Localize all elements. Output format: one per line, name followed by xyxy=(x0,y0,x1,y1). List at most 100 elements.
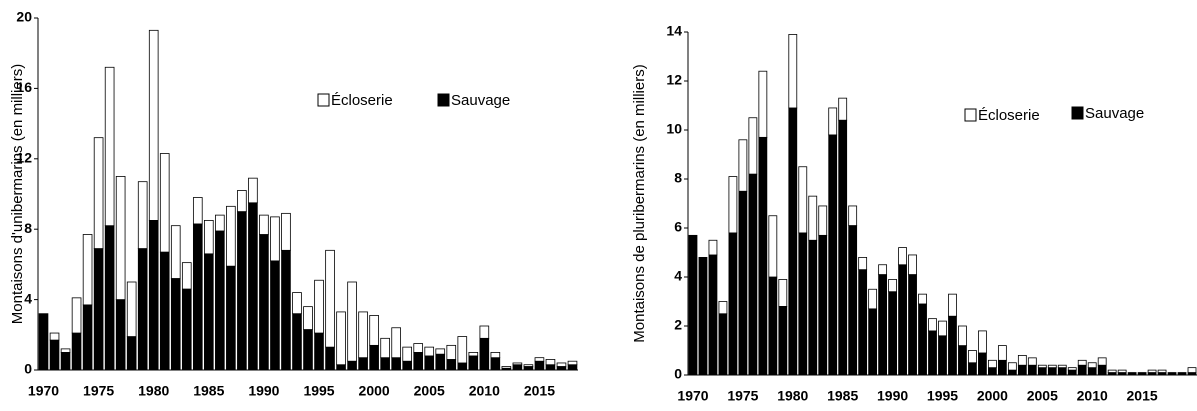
bar-segment xyxy=(215,230,225,371)
bar-segment xyxy=(204,219,214,255)
bar-segment xyxy=(728,232,738,376)
bar-segment xyxy=(1087,367,1097,376)
bar-segment xyxy=(997,345,1007,361)
bar-segment xyxy=(512,364,523,371)
bar-segment xyxy=(347,281,357,362)
y-tick-label: 14 xyxy=(666,23,682,39)
bar-segment xyxy=(170,225,181,279)
y-axis-label: Montaisons d'unibermarins (en milliers) xyxy=(9,64,26,324)
legend-label: Sauvage xyxy=(1085,105,1144,122)
bar-segment xyxy=(928,330,937,376)
bar-segment xyxy=(181,288,192,371)
bar-segment xyxy=(968,350,977,364)
bar-segment xyxy=(928,318,937,332)
bar-segment xyxy=(159,153,170,253)
bar-segment xyxy=(49,339,60,371)
bar-segment xyxy=(988,367,997,376)
bar-segment xyxy=(948,315,957,376)
bar-segment xyxy=(391,357,401,371)
bar-segment xyxy=(545,364,556,371)
x-tick-label: 1985 xyxy=(193,383,224,399)
bar-segment xyxy=(270,216,280,262)
bar-segment xyxy=(358,311,368,359)
bar-segment xyxy=(93,248,104,371)
bar-segment xyxy=(1067,367,1077,371)
bar-segment xyxy=(468,355,479,371)
bar-segment xyxy=(325,346,335,371)
bar-segment xyxy=(1167,372,1177,376)
bar-segment xyxy=(424,355,435,371)
legend-swatch xyxy=(964,108,977,122)
legend-swatch xyxy=(317,93,330,107)
bar-segment xyxy=(1097,364,1107,376)
x-tick-label: 2000 xyxy=(359,383,390,399)
bar-segment xyxy=(292,313,302,371)
bar-segment xyxy=(49,332,60,341)
bar-segment xyxy=(402,346,412,362)
bar-segment xyxy=(126,281,137,337)
bar-segment xyxy=(1087,362,1097,369)
y-tick-label: 10 xyxy=(666,121,682,137)
bar-segment xyxy=(808,195,818,241)
bar-segment xyxy=(204,253,214,371)
bar-segment xyxy=(768,276,778,376)
bar-segment xyxy=(1057,364,1067,369)
bar-segment xyxy=(1017,364,1027,376)
bar-segment xyxy=(1067,369,1077,376)
bar-segment xyxy=(788,107,798,376)
y-tick-label: 8 xyxy=(674,170,682,186)
bar-segment xyxy=(1187,367,1197,373)
bar-segment xyxy=(259,214,269,235)
y-tick-label: 12 xyxy=(666,72,682,88)
bar-segment xyxy=(226,205,236,267)
bar-segment xyxy=(104,225,115,371)
bar-segment xyxy=(748,117,758,175)
bar-segment xyxy=(1027,364,1037,376)
bar-segment xyxy=(60,348,71,353)
bar-segment xyxy=(1047,367,1057,376)
bar-segment xyxy=(93,137,104,249)
y-tick-label: 0 xyxy=(674,366,682,382)
bar-segment xyxy=(82,234,93,306)
y-tick-label: 0 xyxy=(24,361,32,377)
bar-segment xyxy=(292,292,302,315)
bar-segment xyxy=(748,173,758,376)
bar-segment xyxy=(391,327,401,359)
x-tick-label: 1995 xyxy=(927,388,958,404)
bar-segment xyxy=(988,359,997,369)
x-tick-label: 2005 xyxy=(1027,388,1058,404)
bar-segment xyxy=(170,278,181,371)
y-tick-label: 16 xyxy=(16,79,32,95)
bar-segment xyxy=(1157,369,1167,373)
bar-segment xyxy=(358,357,368,371)
bar-segment xyxy=(688,234,698,376)
bar-segment xyxy=(115,175,126,300)
bar-segment xyxy=(1037,367,1047,376)
y-tick-label: 4 xyxy=(674,268,682,284)
bar-segment xyxy=(248,202,258,371)
bar-segment xyxy=(446,359,457,371)
bar-segment xyxy=(159,251,170,371)
y-tick-label: 4 xyxy=(24,290,32,306)
bar-segment xyxy=(898,247,907,266)
bar-segment xyxy=(281,249,291,371)
bar-segment xyxy=(148,29,159,221)
bar-segment xyxy=(402,360,412,371)
bar-segment xyxy=(248,177,258,204)
bar-segment xyxy=(1077,364,1087,376)
bar-segment xyxy=(838,97,848,121)
bar-segment xyxy=(818,205,828,236)
y-tick-label: 8 xyxy=(24,220,32,236)
bar-segment xyxy=(1007,369,1017,376)
bar-segment xyxy=(958,345,967,376)
bar-segment xyxy=(82,304,93,371)
y-tick-label: 2 xyxy=(674,317,682,333)
bar-segment xyxy=(958,325,967,347)
bar-segment xyxy=(71,297,82,334)
legend-label: Sauvage xyxy=(451,92,510,109)
x-tick-label: 1975 xyxy=(83,383,114,399)
bar-segment xyxy=(468,351,479,357)
bar-segment xyxy=(738,190,748,376)
bar-segment xyxy=(38,313,49,371)
x-tick-label: 1995 xyxy=(303,383,334,399)
